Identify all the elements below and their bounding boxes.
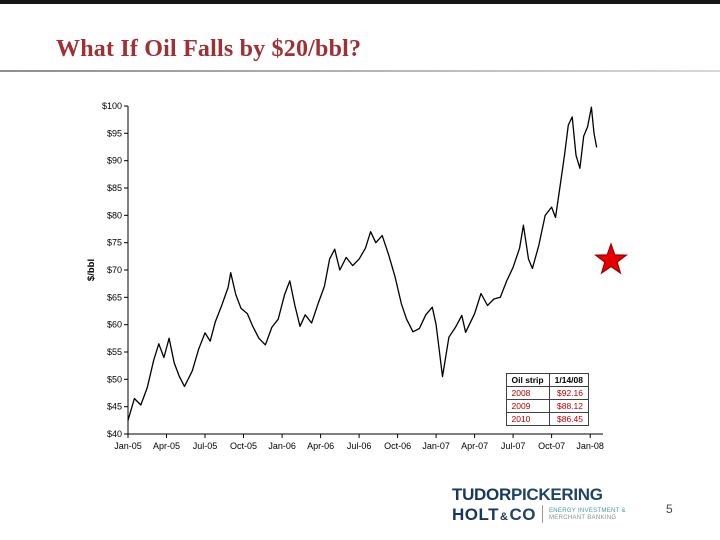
oil-strip-row-2008: 2008 $92.16	[505, 386, 590, 400]
strip-year: 2009	[505, 399, 550, 413]
svg-text:$55: $55	[107, 347, 122, 357]
logo-co-text: CO	[509, 504, 536, 524]
logo-tagline-line2: MERCHANT BANKING	[548, 514, 617, 521]
logo-pickering-text: PICKERING	[510, 485, 603, 504]
svg-text:Jul-05: Jul-05	[193, 441, 218, 451]
oil-strip-row-2010: 2010 $86.45	[505, 412, 590, 426]
logo-holtco-text: HOLT&CO	[452, 506, 536, 523]
svg-text:$85: $85	[107, 183, 122, 193]
highlight-star-icon	[594, 242, 628, 275]
svg-text:Oct-05: Oct-05	[230, 441, 257, 451]
svg-text:Oct-06: Oct-06	[384, 441, 411, 451]
svg-text:Jan-07: Jan-07	[422, 441, 450, 451]
svg-text:$75: $75	[107, 238, 122, 248]
strip-year: 2010	[505, 412, 550, 426]
svg-text:Jul-07: Jul-07	[501, 441, 526, 451]
svg-text:$100: $100	[102, 101, 122, 111]
svg-text:Jul-06: Jul-06	[347, 441, 372, 451]
svg-text:Jan-05: Jan-05	[114, 441, 142, 451]
strip-price: $88.12	[548, 399, 590, 413]
logo-line1: TUDORPICKERING	[452, 486, 626, 503]
oil-strip-label: Oil strip	[505, 373, 550, 387]
strip-price: $86.45	[548, 412, 590, 426]
logo-line2: HOLT&CO ENERGY INVESTMENT & MERCHANT BAN…	[452, 505, 626, 523]
svg-text:Apr-05: Apr-05	[153, 441, 180, 451]
svg-text:$50: $50	[107, 374, 122, 384]
svg-text:$40: $40	[107, 429, 122, 439]
svg-text:Jan-08: Jan-08	[576, 441, 604, 451]
star-shape	[594, 242, 628, 275]
oil-strip-row-2009: 2009 $88.12	[505, 399, 590, 413]
svg-text:Apr-07: Apr-07	[461, 441, 488, 451]
svg-text:Oct-07: Oct-07	[538, 441, 565, 451]
logo-tagline-line1: ENERGY INVESTMENT &	[548, 507, 626, 514]
svg-text:$60: $60	[107, 320, 122, 330]
svg-text:$95: $95	[107, 128, 122, 138]
title-divider-rule	[0, 70, 720, 72]
svg-text:$70: $70	[107, 265, 122, 275]
page-number: 5	[666, 502, 673, 516]
logo-ampersand: &	[500, 510, 509, 523]
svg-text:Jan-06: Jan-06	[268, 441, 296, 451]
svg-text:$45: $45	[107, 402, 122, 412]
tudor-pickering-holt-logo: TUDORPICKERING HOLT&CO ENERGY INVESTMENT…	[452, 486, 626, 523]
oil-price-line-chart-svg: $40 $45 $50 $55 $60 $65 $70 $75 $80 $85 $90 $95 $100…	[86, 101, 604, 451]
oil-strip-table: Oil strip 1/14/08 2008 $92.16 2009 $88.1…	[505, 373, 590, 426]
oil-strip-header-row: Oil strip 1/14/08	[505, 373, 590, 387]
slide-title: What If Oil Falls by $20/bbl?	[56, 36, 362, 62]
svg-text:Apr-06: Apr-06	[307, 441, 334, 451]
logo-holt-text: HOLT	[452, 504, 500, 524]
logo-tagline: ENERGY INVESTMENT & MERCHANT BANKING	[549, 508, 626, 521]
oil-strip-date: 1/14/08	[548, 373, 590, 387]
svg-text:$80: $80	[107, 210, 122, 220]
svg-text:$90: $90	[107, 156, 122, 166]
slide-top-edge	[0, 0, 720, 4]
strip-price: $92.16	[548, 386, 590, 400]
strip-year: 2008	[505, 386, 550, 400]
svg-text:$65: $65	[107, 292, 122, 302]
logo-tudor-text: TUDOR	[452, 485, 511, 504]
oil-price-chart: $40 $45 $50 $55 $60 $65 $70 $75 $80 $85 $90 $95 $100…	[84, 94, 619, 462]
svg-text:$/bbl: $/bbl	[86, 259, 97, 281]
logo-vertical-divider	[541, 505, 543, 523]
